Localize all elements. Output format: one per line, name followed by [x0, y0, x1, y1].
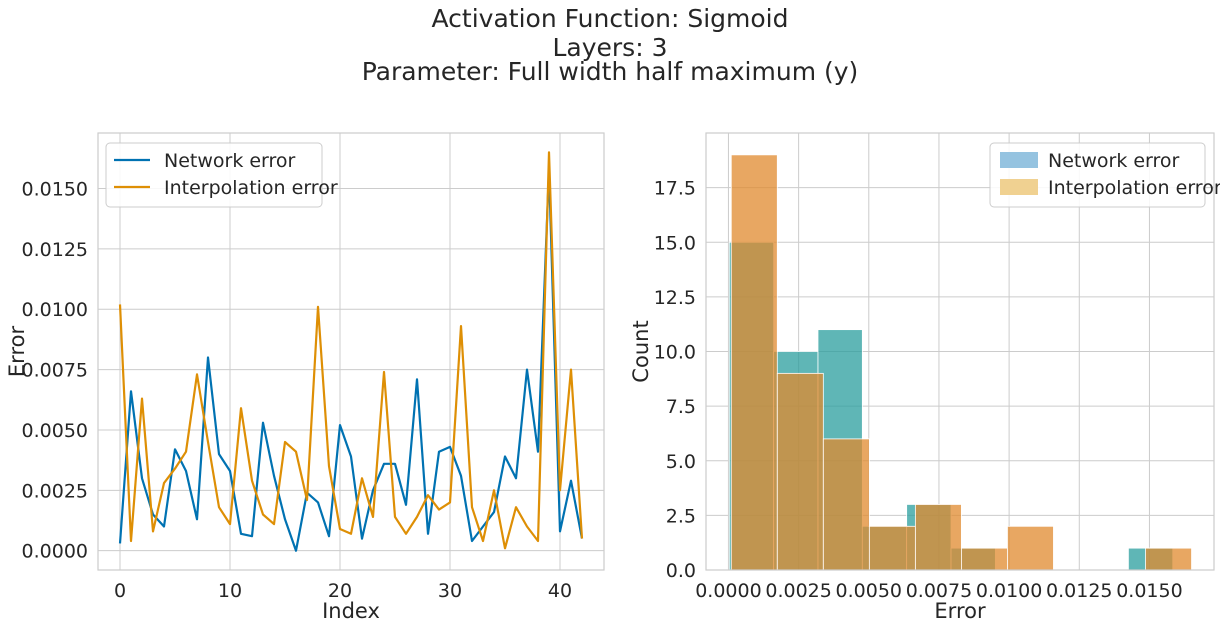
right-legend-box	[989, 142, 1206, 208]
left-plot-frame	[97, 132, 605, 571]
line-series-1	[118, 168, 584, 552]
right-y-tick-label: 12.5	[654, 287, 696, 309]
hist-bar-series-2	[961, 547, 1008, 571]
right-x-tick-label: 0.0150	[1116, 580, 1182, 602]
figure-title-line-2: Layers: 3	[552, 33, 668, 62]
right-y-tick-label: 2.5	[666, 505, 696, 527]
right-x-tick-label: 0.0075	[906, 580, 972, 602]
left-x-tick-label: 0	[114, 580, 126, 602]
left-y-axis-label: Error	[5, 326, 29, 378]
left-y-tick-label: 0.0100	[22, 299, 88, 321]
hist-bar-series-2	[914, 504, 962, 571]
hist-bar-series-2	[1145, 547, 1192, 571]
right-y-tick-label: 7.5	[666, 396, 696, 418]
left-y-tick-label: 0.0075	[22, 360, 88, 382]
right-x-tick-label: 0.0050	[836, 580, 902, 602]
hist-bar-series-2	[730, 154, 778, 571]
line-chart: 0 10 20 30 40 0.0000 0.0025 0.0050 0.0075 0.0100 0…	[5, 132, 605, 623]
left-x-tick-label: 40	[548, 580, 572, 602]
hist-bar-series-2	[776, 372, 824, 571]
right-y-tick-label: 5.0	[666, 451, 696, 473]
left-legend-box	[105, 142, 323, 208]
figure-title-line-3: Parameter: Full width half maximum (y)	[361, 57, 859, 86]
right-legend-label-1: Network error	[1048, 150, 1180, 172]
right-x-tick-label: 0.0025	[765, 580, 831, 602]
left-y-tick-label: 0.0150	[22, 179, 88, 201]
left-y-tick-label: 0.0025	[22, 480, 88, 502]
right-legend-swatch-2	[1000, 179, 1038, 195]
right-y-axis-label: Count	[629, 320, 653, 382]
right-y-tick-label: 17.5	[654, 178, 696, 200]
right-x-tick-label: 0.0100	[976, 580, 1042, 602]
right-y-tick-label: 15.0	[654, 232, 696, 254]
right-y-tick-label: 10.0	[654, 342, 696, 364]
left-legend-label-1: Network error	[164, 150, 296, 172]
hist-bar-series-2	[1007, 525, 1054, 571]
right-y-tick-label: 0.0	[666, 560, 696, 582]
right-legend-swatch-1	[1000, 152, 1038, 168]
right-x-axis-label: Error	[934, 599, 986, 623]
left-x-tick-label: 30	[438, 580, 462, 602]
figure-title-line-1: Activation Function: Sigmoid	[431, 4, 789, 33]
right-x-tick-label: 0.0000	[695, 580, 761, 602]
right-x-tick-label: 0.0125	[1046, 580, 1112, 602]
left-y-tick-label: 0.0125	[22, 239, 88, 261]
line-series-2	[118, 151, 584, 550]
left-y-tick-label: 0.0000	[22, 541, 88, 563]
left-x-axis-label: Index	[322, 599, 380, 623]
right-legend-label-2: Interpolation error	[1048, 177, 1220, 199]
histogram-chart: 0.0000 0.0025 0.0050 0.0075 0.0100 0.0125 0.01…	[629, 132, 1220, 623]
left-x-tick-label: 20	[328, 580, 352, 602]
hist-bar-series-2	[822, 438, 870, 571]
right-plot-frame	[705, 132, 1215, 571]
hist-bar-series-2	[868, 525, 916, 571]
left-x-tick-label: 10	[218, 580, 242, 602]
left-legend-label-2: Interpolation error	[164, 177, 338, 199]
left-y-tick-label: 0.0050	[22, 420, 88, 442]
